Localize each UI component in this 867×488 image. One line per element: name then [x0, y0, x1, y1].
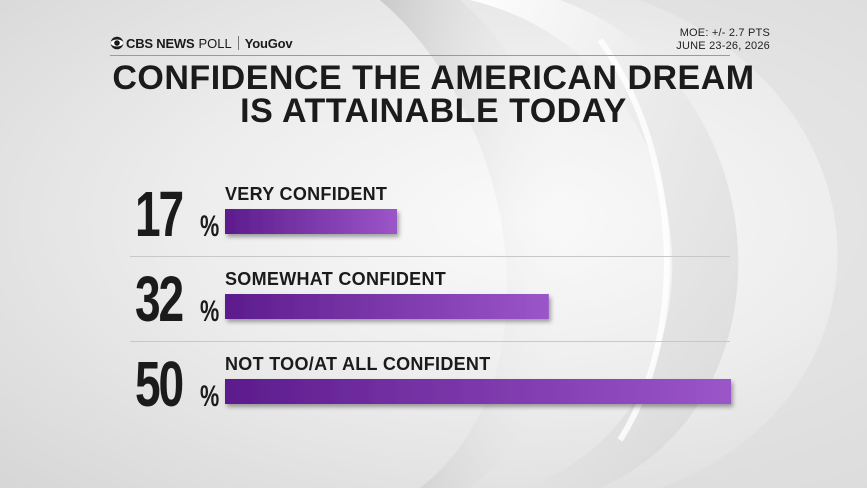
- category-label: NOT TOO/AT ALL CONFIDENT: [225, 354, 491, 374]
- bar: [225, 294, 549, 319]
- chart-title-line-2: IS ATTAINABLE TODAY: [240, 92, 627, 130]
- poll-dates: JUNE 23-26, 2026: [676, 40, 770, 52]
- cbs-eye-icon: [110, 36, 124, 50]
- value-number: 17: [135, 178, 184, 250]
- value-number: 50: [135, 348, 184, 420]
- chart-title: CONFIDENCE THE AMERICAN DREAM IS ATTAINA…: [100, 59, 767, 130]
- value-label: 32%: [135, 262, 227, 336]
- margin-of-error: MOE: +/- 2.7 PTS: [679, 27, 770, 39]
- header-divider: [110, 55, 730, 56]
- brand-network: CBS NEWS: [126, 35, 195, 51]
- brand-lockup: CBS NEWS POLL YouGov: [110, 34, 293, 52]
- value-label: 50%: [135, 347, 227, 421]
- category-label: SOMEWHAT CONFIDENT: [225, 269, 447, 289]
- value-percent-sign: %: [200, 210, 220, 243]
- brand-separator: [237, 36, 239, 50]
- category-label: VERY CONFIDENT: [225, 184, 388, 204]
- row-divider: [130, 256, 730, 257]
- brand-poll: POLL: [198, 35, 232, 51]
- row-divider: [130, 341, 730, 342]
- value-label: 17%: [135, 177, 227, 251]
- brand-partner: YouGov: [244, 35, 293, 51]
- bar: [225, 209, 398, 234]
- value-percent-sign: %: [200, 295, 220, 328]
- bar: [225, 379, 731, 404]
- chart-title-line-1: CONFIDENCE THE AMERICAN DREAM: [112, 59, 755, 97]
- poll-meta: MOE: +/- 2.7 PTS JUNE 23-26, 2026: [676, 27, 770, 53]
- value-number: 32: [135, 263, 184, 335]
- value-percent-sign: %: [200, 380, 220, 413]
